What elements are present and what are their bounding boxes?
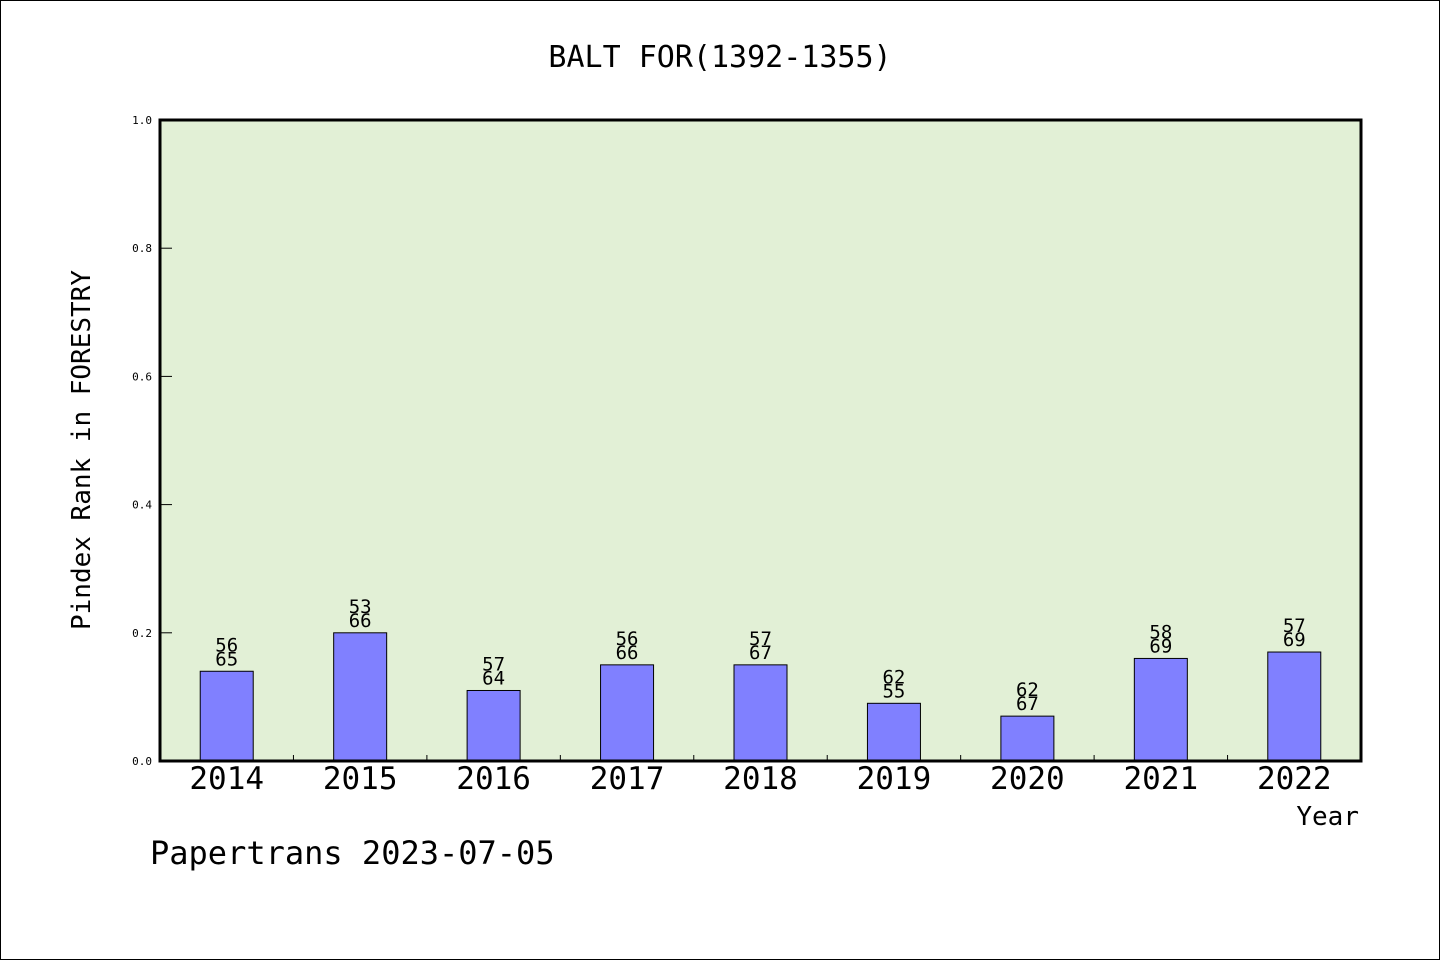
x-tick-label: 2016 [456,761,531,797]
y-tick-label: 0.8 [132,242,152,255]
bar-label-bottom: 65 [215,648,238,670]
bar-label-bottom: 66 [349,610,372,632]
y-tick-label: 0.6 [132,370,152,383]
bar-label-bottom: 67 [749,642,772,664]
bar-2016 [466,689,521,762]
bar-label-top: 62 [882,666,905,688]
x-tick-label: 2018 [723,761,798,797]
y-tick-label: 0.0 [132,755,152,768]
x-tick-label: 2017 [590,761,665,797]
y-axis-label: Pindex Rank in FORESTRY [67,270,97,630]
bar-label-top: 58 [1149,621,1172,643]
bar-label-top: 57 [749,628,772,650]
y-tick-label: 0.2 [132,627,152,640]
bar-2020 [1000,715,1055,762]
x-tick-label: 2014 [189,761,264,797]
bar-2019 [866,702,921,762]
bar-label-bottom: 67 [1016,693,1039,715]
bar-label-top: 62 [1016,679,1039,701]
bar-label-top: 53 [349,596,372,618]
x-tick-label: 2015 [323,761,398,797]
bar-label-top: 57 [1283,615,1306,637]
x-tick-label: 2020 [990,761,1065,797]
y-tick-label: 0.4 [132,499,152,512]
plot-border [158,118,1363,763]
bar-2021 [1133,657,1188,762]
y-tick-label: 1.0 [132,114,152,127]
bar-2014 [199,670,254,762]
bar-2022 [1267,651,1322,762]
bars-group [199,632,1322,762]
bar-label-top: 56 [215,634,238,656]
bar-label-bottom: 69 [1149,635,1172,657]
x-axis-label: Year [1296,802,1359,832]
chart-title: BALT FOR(1392-1355) [548,40,891,75]
x-tick-label: 2019 [857,761,932,797]
y-axis: 0.0 0.2 0.4 0.6 0.8 1.0 [132,114,172,768]
x-tick-label: 2021 [1124,761,1199,797]
bar-2017 [600,664,655,762]
x-axis: 2014 2015 2016 2017 2018 2019 2020 2021 2022 [189,755,1332,797]
bar-label-top: 57 [482,653,505,675]
bar-label-bottom: 64 [482,667,505,689]
bar-label-bottom: 69 [1283,629,1306,651]
footer-credit: Papertrans 2023-07-05 [150,834,555,872]
bar-label-top: 56 [616,628,639,650]
bar-2015 [333,632,388,762]
bar-label-bottom: 66 [616,642,639,664]
bar-2018 [733,664,788,762]
x-tick-label: 2022 [1257,761,1332,797]
bar-label-bottom: 55 [882,680,905,702]
